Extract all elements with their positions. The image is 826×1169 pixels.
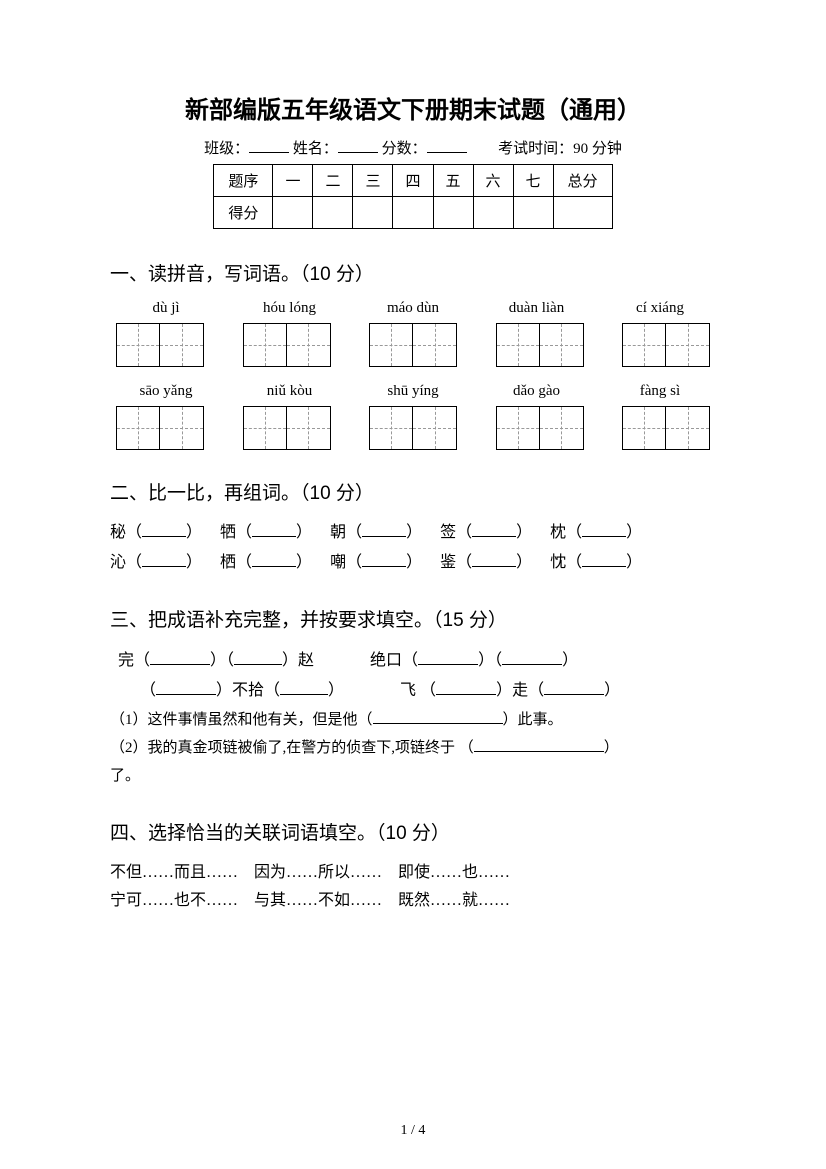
fill-blank[interactable] bbox=[156, 681, 216, 695]
score-blank[interactable] bbox=[427, 139, 467, 153]
cell-header: 一 bbox=[273, 165, 313, 197]
sentence-2: （2）我的真金项链被偷了,在警方的侦查下,项链终于 （） bbox=[110, 734, 716, 762]
fill-blank[interactable] bbox=[362, 553, 406, 567]
pinyin: dǎo gào bbox=[487, 383, 587, 400]
fill-blank[interactable] bbox=[544, 681, 604, 695]
fill-blank[interactable] bbox=[436, 681, 496, 695]
pinyin: niǔ kòu bbox=[240, 383, 340, 400]
page-title: 新部编版五年级语文下册期末试题（通用） bbox=[110, 90, 716, 125]
info-line: 班级： 姓名： 分数： 考试时间：90 分钟 bbox=[110, 137, 716, 158]
compare-row: 沁（） 栖（） 嘲（） 鉴（） 忱（） bbox=[110, 549, 716, 577]
sentence-1: （1）这件事情虽然和他有关，但是他（）此事。 bbox=[110, 706, 716, 734]
pinyin: dù jì bbox=[116, 300, 216, 317]
fill-blank[interactable] bbox=[280, 681, 328, 695]
cell-header-label: 题序 bbox=[214, 165, 273, 197]
cell-score[interactable] bbox=[353, 197, 393, 229]
table-row: 得分 bbox=[214, 197, 612, 229]
pinyin: hóu lóng bbox=[240, 300, 340, 317]
pinyin: máo dùn bbox=[363, 300, 463, 317]
fill-blank[interactable] bbox=[474, 738, 604, 752]
char-box-pair[interactable] bbox=[496, 323, 584, 367]
cell-header: 三 bbox=[353, 165, 393, 197]
pinyin: fàng sì bbox=[610, 383, 710, 400]
pinyin: cí xiáng bbox=[610, 300, 710, 317]
name-label: 姓名： bbox=[293, 141, 338, 157]
table-row: 题序 一 二 三 四 五 六 七 总分 bbox=[214, 165, 612, 197]
cell-score[interactable] bbox=[273, 197, 313, 229]
cell-header: 六 bbox=[473, 165, 513, 197]
char-box-pair[interactable] bbox=[622, 323, 710, 367]
section3-header: 三、把成语补充完整，并按要求填空。（15 分） bbox=[110, 605, 716, 632]
boxes-row bbox=[110, 323, 716, 367]
char-box-pair[interactable] bbox=[243, 406, 331, 450]
conj-line-2: 宁可……也不…… 与其……不如…… 既然……就…… bbox=[110, 887, 716, 915]
section2-header: 二、比一比，再组词。（10 分） bbox=[110, 478, 716, 505]
pinyin: sāo yǎng bbox=[116, 383, 216, 400]
fill-blank[interactable] bbox=[502, 651, 562, 665]
fill-blank[interactable] bbox=[362, 523, 406, 537]
fill-blank[interactable] bbox=[150, 651, 210, 665]
idiom-row: 完（）（）赵 绝口（）（） bbox=[110, 646, 716, 676]
char-box-pair[interactable] bbox=[622, 406, 710, 450]
fill-blank[interactable] bbox=[472, 553, 516, 567]
char-box-pair[interactable] bbox=[116, 406, 204, 450]
fill-blank[interactable] bbox=[142, 523, 186, 537]
section1-header: 一、读拼音，写词语。（10 分） bbox=[110, 259, 716, 286]
fill-blank[interactable] bbox=[252, 553, 296, 567]
cell-score[interactable] bbox=[313, 197, 353, 229]
idiom-row: （）不拾（） 飞 （）走（） bbox=[110, 676, 716, 706]
boxes-row bbox=[110, 406, 716, 450]
sentence-2-cont: 了。 bbox=[110, 762, 716, 790]
char-box-pair[interactable] bbox=[116, 323, 204, 367]
cell-header: 四 bbox=[393, 165, 433, 197]
cell-score[interactable] bbox=[513, 197, 553, 229]
pinyin-row: dù jì hóu lóng máo dùn duàn liàn cí xián… bbox=[110, 300, 716, 317]
cell-score[interactable] bbox=[433, 197, 473, 229]
fill-blank[interactable] bbox=[234, 651, 282, 665]
score-label: 分数： bbox=[382, 141, 427, 157]
name-blank[interactable] bbox=[338, 139, 378, 153]
fill-blank[interactable] bbox=[582, 523, 626, 537]
compare-row: 秘（） 牺（） 朝（） 签（） 枕（） bbox=[110, 519, 716, 547]
cell-score-label: 得分 bbox=[214, 197, 273, 229]
fill-blank[interactable] bbox=[418, 651, 478, 665]
pinyin: shū yíng bbox=[363, 383, 463, 400]
char-box-pair[interactable] bbox=[243, 323, 331, 367]
section4-header: 四、选择恰当的关联词语填空。（10 分） bbox=[110, 818, 716, 845]
cell-header: 五 bbox=[433, 165, 473, 197]
pinyin: duàn liàn bbox=[487, 300, 587, 317]
char-box-pair[interactable] bbox=[369, 323, 457, 367]
fill-blank[interactable] bbox=[472, 523, 516, 537]
cell-score[interactable] bbox=[473, 197, 513, 229]
class-blank[interactable] bbox=[249, 139, 289, 153]
fill-blank[interactable] bbox=[142, 553, 186, 567]
time-label: 考试时间：90 分钟 bbox=[498, 141, 622, 157]
score-table: 题序 一 二 三 四 五 六 七 总分 得分 bbox=[213, 164, 612, 229]
conj-line-1: 不但……而且…… 因为……所以…… 即使……也…… bbox=[110, 859, 716, 887]
char-box-pair[interactable] bbox=[369, 406, 457, 450]
pinyin-row: sāo yǎng niǔ kòu shū yíng dǎo gào fàng s… bbox=[110, 383, 716, 400]
cell-header-total: 总分 bbox=[553, 165, 612, 197]
fill-blank[interactable] bbox=[373, 710, 503, 724]
class-label: 班级： bbox=[204, 141, 249, 157]
cell-header: 七 bbox=[513, 165, 553, 197]
cell-header: 二 bbox=[313, 165, 353, 197]
page-number: 1 / 4 bbox=[0, 1123, 826, 1139]
fill-blank[interactable] bbox=[252, 523, 296, 537]
cell-score[interactable] bbox=[393, 197, 433, 229]
fill-blank[interactable] bbox=[582, 553, 626, 567]
char-box-pair[interactable] bbox=[496, 406, 584, 450]
cell-score-total[interactable] bbox=[553, 197, 612, 229]
